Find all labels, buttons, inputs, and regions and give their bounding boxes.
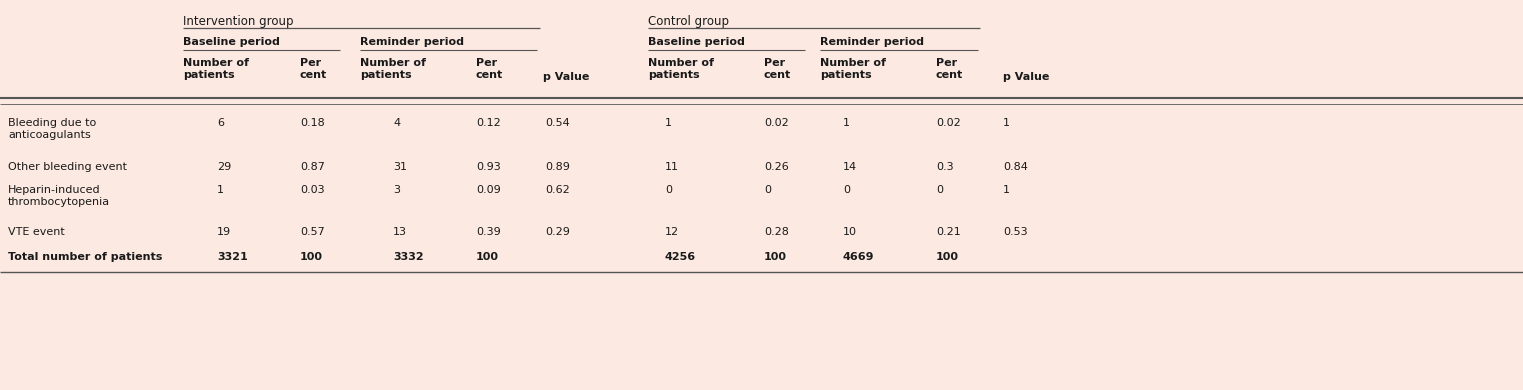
- Text: 10: 10: [844, 227, 857, 237]
- Text: Number of
patients: Number of patients: [359, 58, 426, 80]
- Text: 0.53: 0.53: [1004, 227, 1028, 237]
- Text: p Value: p Value: [544, 72, 589, 82]
- Text: Baseline period: Baseline period: [183, 37, 280, 47]
- Text: 0.28: 0.28: [765, 227, 789, 237]
- Text: 100: 100: [765, 252, 787, 262]
- Text: Baseline period: Baseline period: [647, 37, 745, 47]
- Text: 0: 0: [765, 185, 771, 195]
- Text: Total number of patients: Total number of patients: [8, 252, 163, 262]
- Text: 1: 1: [216, 185, 224, 195]
- Text: 0.12: 0.12: [477, 118, 501, 128]
- Text: Heparin-induced
thrombocytopenia: Heparin-induced thrombocytopenia: [8, 185, 110, 207]
- Text: 0.18: 0.18: [300, 118, 324, 128]
- Text: 0.29: 0.29: [545, 227, 570, 237]
- Text: Per
cent: Per cent: [937, 58, 963, 80]
- Text: 19: 19: [216, 227, 231, 237]
- Text: Number of
patients: Number of patients: [819, 58, 886, 80]
- Text: 0.84: 0.84: [1004, 162, 1028, 172]
- Text: Control group: Control group: [647, 15, 730, 28]
- Text: 0.93: 0.93: [477, 162, 501, 172]
- Text: 3: 3: [393, 185, 401, 195]
- Text: 3321: 3321: [216, 252, 248, 262]
- Text: 0.39: 0.39: [477, 227, 501, 237]
- Text: 29: 29: [216, 162, 231, 172]
- Text: 0.62: 0.62: [545, 185, 570, 195]
- Text: Per
cent: Per cent: [765, 58, 792, 80]
- Text: 0.57: 0.57: [300, 227, 324, 237]
- Text: 4669: 4669: [844, 252, 874, 262]
- Text: 0: 0: [666, 185, 672, 195]
- Text: 13: 13: [393, 227, 407, 237]
- Text: 0.87: 0.87: [300, 162, 324, 172]
- Text: Other bleeding event: Other bleeding event: [8, 162, 126, 172]
- Text: Number of
patients: Number of patients: [647, 58, 714, 80]
- Text: 31: 31: [393, 162, 407, 172]
- Text: 6: 6: [216, 118, 224, 128]
- Text: 4256: 4256: [666, 252, 696, 262]
- Text: 0.02: 0.02: [765, 118, 789, 128]
- Text: 0.09: 0.09: [477, 185, 501, 195]
- Text: 1: 1: [844, 118, 850, 128]
- Text: 0.03: 0.03: [300, 185, 324, 195]
- Text: Per
cent: Per cent: [300, 58, 327, 80]
- Text: 12: 12: [666, 227, 679, 237]
- Text: 0.26: 0.26: [765, 162, 789, 172]
- Text: 1: 1: [666, 118, 672, 128]
- Text: 0.3: 0.3: [937, 162, 953, 172]
- Text: 1: 1: [1004, 185, 1010, 195]
- Text: 11: 11: [666, 162, 679, 172]
- Text: VTE event: VTE event: [8, 227, 65, 237]
- Text: Number of
patients: Number of patients: [183, 58, 248, 80]
- Text: 1: 1: [1004, 118, 1010, 128]
- Text: 0.54: 0.54: [545, 118, 570, 128]
- Text: 0.89: 0.89: [545, 162, 570, 172]
- Text: Per
cent: Per cent: [477, 58, 503, 80]
- Text: Reminder period: Reminder period: [359, 37, 465, 47]
- Text: 3332: 3332: [393, 252, 423, 262]
- Text: 0: 0: [844, 185, 850, 195]
- Text: 100: 100: [937, 252, 959, 262]
- Text: 0.02: 0.02: [937, 118, 961, 128]
- Text: 100: 100: [477, 252, 500, 262]
- Text: 0: 0: [937, 185, 943, 195]
- Text: 14: 14: [844, 162, 857, 172]
- Text: p Value: p Value: [1004, 72, 1049, 82]
- Text: Reminder period: Reminder period: [819, 37, 924, 47]
- Text: Intervention group: Intervention group: [183, 15, 294, 28]
- Text: Bleeding due to
anticoagulants: Bleeding due to anticoagulants: [8, 118, 96, 140]
- Text: 0.21: 0.21: [937, 227, 961, 237]
- Text: 4: 4: [393, 118, 401, 128]
- Text: 100: 100: [300, 252, 323, 262]
